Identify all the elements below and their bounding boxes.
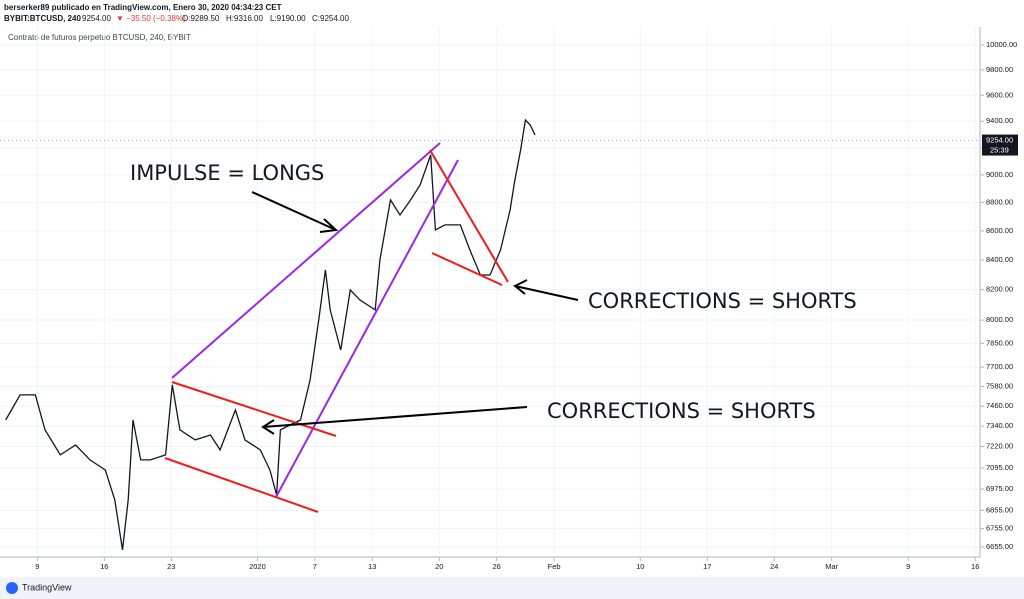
x-tick-label: 2020: [249, 562, 266, 571]
channel-line: [171, 381, 337, 437]
y-tick-label: 8200.00: [986, 285, 1013, 294]
x-tick-label: 26: [493, 562, 501, 571]
last-price-label: 9254.00: [986, 136, 1013, 145]
x-tick-label: 23: [167, 562, 175, 571]
trend-line: [275, 159, 459, 498]
y-tick-label: 9600.00: [986, 90, 1013, 99]
y-tick-label: 8600.00: [986, 226, 1013, 235]
annotation-drawings: [164, 142, 579, 513]
x-tick-label: 9: [906, 562, 910, 571]
annotation: CORRECTIONS = SHORTS: [547, 399, 816, 423]
open: O:9289.50: [182, 14, 220, 23]
price-line: [5, 118, 536, 550]
y-tick-label: 6655.00: [986, 542, 1013, 551]
y-tick-label: 6855.00: [986, 505, 1013, 514]
author-line: berserker89 publicado en TradingView.com…: [4, 3, 282, 12]
x-tick-label: 16: [971, 562, 979, 571]
channel-line: [429, 149, 509, 283]
high: H:9316.00: [226, 14, 263, 23]
annotation: CORRECTIONS = SHORTS: [588, 289, 857, 313]
y-tick-label: 8400.00: [986, 255, 1013, 264]
last: 9254.00: [82, 14, 111, 23]
brand: TradingView: [22, 582, 72, 592]
x-tick-label: Feb: [548, 562, 561, 571]
y-tick-label: 7095.00: [986, 463, 1013, 472]
arrow: [513, 279, 579, 301]
y-tick-label: 7220.00: [986, 441, 1013, 450]
x-tick-label: 24: [770, 562, 778, 571]
low: L:9190.00: [270, 14, 306, 23]
arrow: [261, 406, 528, 435]
annotation: IMPULSE = LONGS: [130, 161, 324, 185]
y-tick-label: 9400.00: [986, 116, 1013, 125]
close: C:9254.00: [312, 14, 349, 23]
y-tick-label: 9800.00: [986, 65, 1013, 74]
y-tick-label: 6755.00: [986, 524, 1013, 533]
countdown: 25:39: [990, 146, 1009, 155]
y-tick-label: 7700.00: [986, 362, 1013, 371]
y-tick-label: 7850.00: [986, 338, 1013, 347]
chart-title: Contrato de futuros perpetuo BTCUSD, 240…: [8, 33, 191, 42]
x-tick-label: 16: [100, 562, 108, 571]
y-tick-label: 8000.00: [986, 315, 1013, 324]
trend-line: [171, 142, 441, 379]
channel-line: [431, 252, 503, 286]
x-tick-label: 9: [35, 562, 39, 571]
x-tick-label: 7: [313, 562, 317, 571]
y-tick-label: 6975.00: [986, 484, 1013, 493]
symbol: BYBIT:BTCUSD, 240: [4, 14, 81, 23]
y-tick-label: 7460.00: [986, 401, 1013, 410]
channel-line: [164, 457, 319, 513]
x-tick-label: 10: [636, 562, 644, 571]
change: ▼ −35.50 (−0.38%): [116, 14, 186, 23]
x-tick-label: Mar: [825, 562, 838, 571]
last-price-box: [982, 134, 1018, 156]
y-tick-label: 7340.00: [986, 421, 1013, 430]
x-tick-label: 13: [368, 562, 376, 571]
y-tick-label: 10000.00: [986, 40, 1017, 49]
logo: [6, 582, 18, 594]
arrow: [251, 191, 339, 233]
y-tick-label: 9000.00: [986, 170, 1013, 179]
y-tick-label: 8800.00: [986, 198, 1013, 207]
x-tick-label: 20: [435, 562, 443, 571]
x-tick-label: 17: [703, 562, 711, 571]
y-tick-label: 7580.00: [986, 382, 1013, 391]
footer-bar: [0, 577, 1024, 599]
